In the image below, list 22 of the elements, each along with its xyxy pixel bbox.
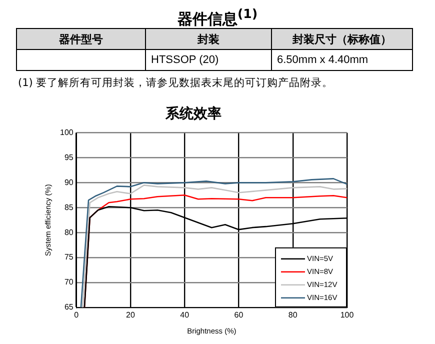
x-tick-label: 80	[288, 310, 298, 320]
x-tick-label: 100	[340, 310, 354, 320]
y-tick-label: 90	[64, 178, 74, 187]
text: 器件信息$^{(1)}$	[176, 6, 259, 28]
y-tick-label: 80	[64, 228, 74, 237]
text: 6.50mm x 4.40mm	[272, 50, 412, 70]
y-tick-label: 70	[64, 278, 74, 287]
y-tick-label: 95	[64, 152, 74, 162]
text: (1) 要了解所有可用封装，请参见数据表末尾的可订购产品附录。	[18, 76, 334, 90]
chart-title: 系统效率	[164, 105, 222, 122]
y-tick-label: 100	[60, 128, 74, 138]
y-tick-label: 85	[64, 202, 74, 212]
y-tick-label: 65	[64, 302, 74, 312]
x-tick-label: 60	[234, 310, 244, 320]
category-label: 器件型号	[16, 28, 146, 50]
x-tick-label: 40	[180, 310, 190, 320]
x-tick-label: 20	[126, 310, 136, 320]
category-label: 封装尺寸（标称值）	[272, 28, 412, 50]
category-label: 封装	[146, 28, 272, 50]
text: HTSSOP (20)	[146, 50, 272, 70]
y-tick-label: 75	[64, 252, 74, 262]
x-tick-label: 0	[74, 310, 80, 320]
